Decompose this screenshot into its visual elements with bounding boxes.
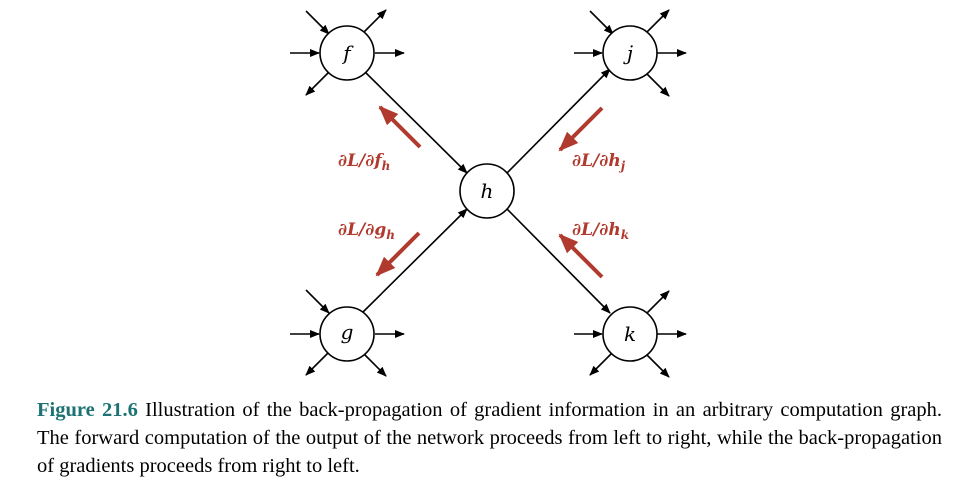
edge-g-to-h <box>361 208 468 314</box>
gradient-label-dL-dhk: ∂L/∂hk <box>572 220 629 242</box>
edge-f-to-h <box>361 68 468 174</box>
node-h: h <box>459 163 515 219</box>
gradient-arrow-k <box>558 233 604 279</box>
node-h-label: h <box>481 179 494 203</box>
j-stub-arrows <box>574 9 687 97</box>
gradient-label-dL-dgh: ∂L/∂gh <box>338 220 395 242</box>
edge-h-to-j <box>506 68 611 174</box>
node-g: g <box>319 306 375 362</box>
figure-number: Figure 21.6 <box>37 399 138 421</box>
node-f: f <box>319 25 375 81</box>
gradient-arrow-g <box>375 231 421 277</box>
figure-caption: Figure 21.6 Illustration of the back-pro… <box>37 396 942 480</box>
k-stub-arrows <box>574 290 687 378</box>
f-stub-arrows <box>290 9 405 96</box>
node-j-label: j <box>623 41 633 65</box>
gradient-label-dL-dfh: ∂L/∂fh <box>338 151 390 173</box>
node-j: j <box>602 25 658 81</box>
gradient-arrow-j <box>558 106 604 152</box>
gradient-label-dL-dhj: ∂L/∂hj <box>572 151 626 173</box>
node-k: k <box>602 306 658 362</box>
node-k-label: k <box>624 322 636 346</box>
computation-graph: f j h g k ∂L/∂fh ∂L/∂hj ∂L/∂gh ∂L/∂hk <box>290 9 687 378</box>
caption-text: Illustration of the back-propagation of … <box>37 399 942 477</box>
node-g-label: g <box>341 320 354 344</box>
g-stub-arrows <box>290 289 405 377</box>
edge-h-to-k <box>506 208 611 314</box>
gradient-arrow-f <box>378 105 422 149</box>
